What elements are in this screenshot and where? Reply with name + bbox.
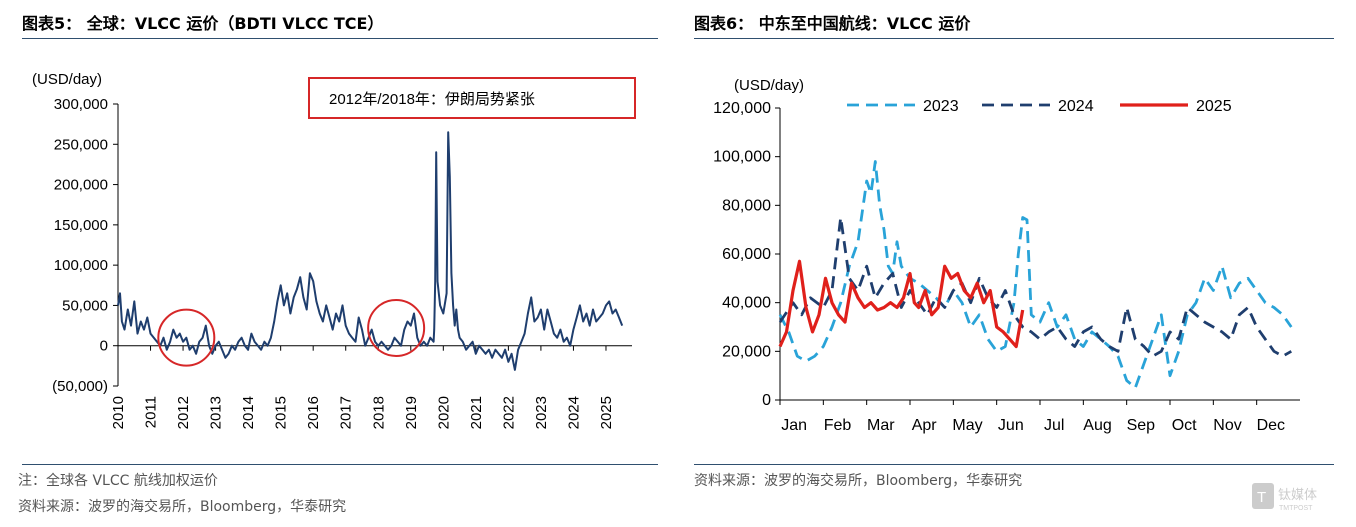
x-tick-label: 2015 xyxy=(273,396,290,429)
watermark-badge-letter: T xyxy=(1257,489,1266,506)
y-tick-label: 50,000 xyxy=(62,297,108,314)
x-tick-label: Feb xyxy=(824,417,852,434)
x-tick-label: May xyxy=(952,417,982,434)
left-title-rule xyxy=(22,38,658,39)
y-tick-label: (50,000) xyxy=(52,378,108,395)
y-tick-label: 80,000 xyxy=(722,197,771,214)
legend-label-2025: 2025 xyxy=(1196,98,1232,115)
x-tick-label: 2010 xyxy=(110,396,127,429)
y-tick-label: 120,000 xyxy=(713,100,771,117)
x-tick-label: 2023 xyxy=(533,396,550,429)
y-tick-label: 20,000 xyxy=(722,343,771,360)
series-line-2023 xyxy=(778,160,1293,390)
right-legend: 2023 2024 2025 xyxy=(847,98,1232,115)
legend-label-2024: 2024 xyxy=(1058,98,1094,115)
x-tick-label: Oct xyxy=(1172,417,1197,434)
x-tick-label: 2011 xyxy=(143,396,160,428)
left-figure-title: 图表5： 全球：VLCC 运价（BDTI VLCC TCE） xyxy=(22,14,384,33)
x-tick-label: 2019 xyxy=(403,396,420,429)
left-footer-rule xyxy=(22,464,658,465)
x-tick-label: Dec xyxy=(1257,417,1285,434)
x-tick-label: Apr xyxy=(912,417,938,434)
x-tick-label: Jul xyxy=(1044,417,1064,434)
x-tick-label: Nov xyxy=(1213,417,1241,434)
highlight-circle-2018 xyxy=(367,298,426,357)
x-tick-label: 2013 xyxy=(208,396,225,429)
vlcc-me-china-rate-chart: 020,00040,00060,00080,000100,000120,000 … xyxy=(713,77,1300,434)
right-plot-area xyxy=(778,160,1293,390)
x-tick-label: 2017 xyxy=(338,396,355,429)
watermark-sub: TMTPOST xyxy=(1279,505,1313,512)
tmtpost-watermark-logo: T 钛媒体 TMTPOST xyxy=(1252,483,1317,512)
highlight-circle-2012 xyxy=(157,308,216,367)
left-note: 注：全球各 VLCC 航线加权运价 xyxy=(18,473,218,489)
x-tick-label: Sep xyxy=(1127,417,1156,434)
y-tick-label: 100,000 xyxy=(713,149,771,166)
left-panel: 图表5： 全球：VLCC 运价（BDTI VLCC TCE） (50,000) 0… xyxy=(0,0,660,527)
legend-label-2023: 2023 xyxy=(923,98,959,115)
y-tick-label: 150,000 xyxy=(54,217,108,234)
x-tick-label: 2016 xyxy=(305,396,322,429)
right-y-axis: 0 20,000 40,000 60,000 80,000 100,000 120,000 xyxy=(713,100,781,409)
y-tick-label: 200,000 xyxy=(54,177,108,194)
x-tick-label: Aug xyxy=(1083,417,1111,434)
left-x-axis: 2010 2011 2012 2013 2014 2015 2016 2017 2018 2019… xyxy=(110,345,632,429)
x-tick-label: 2012 xyxy=(175,396,192,429)
right-y-axis-title: (USD/day) xyxy=(734,77,804,94)
x-tick-label: 2018 xyxy=(370,396,387,429)
left-y-axis-title: (USD/day) xyxy=(32,71,102,88)
x-tick-label: Jun xyxy=(998,417,1024,434)
x-tick-label: Mar xyxy=(867,417,895,434)
right-figure-title: 图表6： 中东至中国航线：VLCC 运价 xyxy=(694,14,971,33)
annotation-box xyxy=(308,77,636,119)
y-tick-label: 60,000 xyxy=(722,246,771,263)
x-tick-label: 2025 xyxy=(598,396,615,429)
y-tick-label: 0 xyxy=(100,338,108,355)
watermark-badge-icon xyxy=(1252,483,1274,509)
y-tick-label: 300,000 xyxy=(54,96,108,113)
annotation-text: 2012年/2018年：伊朗局势紧张 xyxy=(329,91,535,108)
series-line-2024 xyxy=(778,216,1292,358)
x-tick-label: 2014 xyxy=(240,396,257,429)
y-tick-label: 40,000 xyxy=(722,295,771,312)
right-x-axis: Jan Feb Mar Apr May Jun Jul Aug Sep Oct Nov Dec xyxy=(779,399,1300,434)
x-tick-label: 2020 xyxy=(435,396,452,429)
series-line-2025 xyxy=(778,259,1025,349)
vlcc-global-rate-chart: (50,000) 0 50,000 100,000 150,000 200,000 250,… xyxy=(32,71,636,429)
right-panel: 图表6： 中东至中国航线：VLCC 运价 0 20,000 40,000 60,000… xyxy=(692,0,1356,527)
right-title-rule xyxy=(694,38,1334,39)
left-source: 资料来源：波罗的海交易所，Bloomberg，华泰研究 xyxy=(18,499,347,515)
x-tick-label: 2021 xyxy=(468,396,485,429)
right-footer-rule xyxy=(694,464,1334,465)
y-tick-label: 100,000 xyxy=(54,257,108,274)
x-tick-label: 2024 xyxy=(565,396,582,429)
watermark-label: 钛媒体 xyxy=(1278,487,1317,502)
series-line-bdti-vlcc-tce xyxy=(117,131,624,371)
left-y-axis: (50,000) 0 50,000 100,000 150,000 200,000 250,… xyxy=(52,96,119,395)
right-source: 资料来源：波罗的海交易所，Bloomberg，华泰研究 xyxy=(694,473,1023,489)
left-plot-area xyxy=(117,131,624,371)
x-tick-label: 2022 xyxy=(500,396,517,429)
y-tick-label: 0 xyxy=(762,392,771,409)
y-tick-label: 250,000 xyxy=(54,136,108,153)
x-tick-label: Jan xyxy=(781,417,807,434)
